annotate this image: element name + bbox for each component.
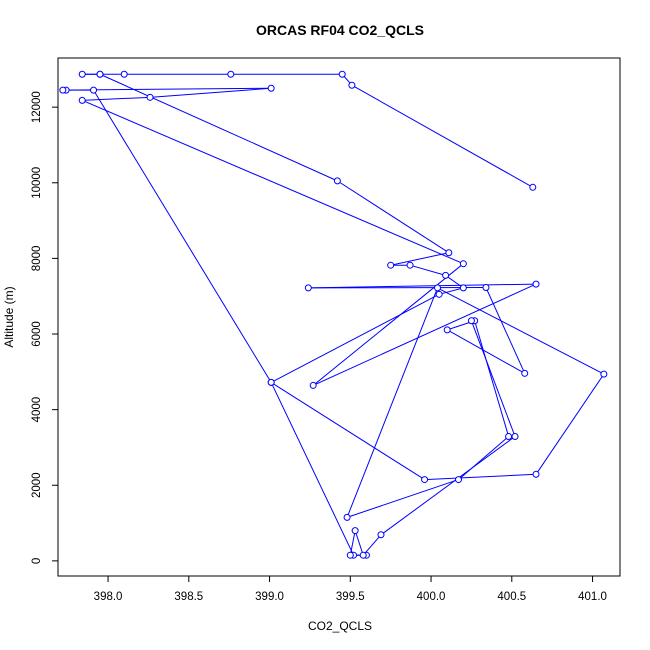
x-tick-label: 399.5	[336, 591, 365, 603]
data-point	[333, 177, 341, 185]
data-point	[227, 70, 235, 78]
data-point	[304, 284, 312, 292]
series-points	[59, 70, 608, 559]
data-point	[387, 261, 395, 269]
data-point	[467, 317, 475, 325]
series-segment	[346, 479, 459, 518]
series-segment	[150, 87, 272, 98]
series-segment	[270, 382, 354, 556]
x-tick-label: 398.0	[94, 591, 123, 603]
data-point	[348, 81, 356, 89]
x-tick-label: 398.5	[174, 591, 203, 603]
data-point	[90, 86, 98, 94]
y-axis-label: Altitude (m)	[2, 286, 16, 347]
data-point	[359, 551, 367, 559]
data-point	[377, 531, 385, 539]
y-tick-label: 12000	[31, 91, 43, 123]
data-point	[459, 260, 467, 268]
data-point	[434, 284, 442, 292]
x-tick-label: 400.5	[497, 591, 526, 603]
x-tick-label: 399.0	[255, 591, 284, 603]
data-point	[521, 369, 529, 377]
data-point	[459, 284, 467, 292]
data-point	[505, 432, 513, 440]
series-segment	[437, 287, 605, 375]
data-point	[532, 280, 540, 288]
x-tick-label: 400.0	[417, 591, 446, 603]
y-tick-label: 8000	[31, 246, 43, 272]
data-point	[445, 249, 453, 257]
series-segment	[424, 473, 537, 481]
data-point	[78, 96, 86, 104]
series-segment	[349, 530, 356, 556]
data-point	[421, 476, 429, 484]
data-point	[455, 476, 463, 484]
series-segment	[409, 264, 446, 276]
data-point	[338, 70, 346, 78]
series-segment	[351, 84, 534, 188]
data-point	[482, 284, 490, 292]
data-point	[351, 527, 359, 535]
series-segment	[390, 252, 449, 266]
series-segment	[535, 373, 605, 475]
y-tick-label: 10000	[31, 167, 43, 199]
chart-title: ORCAS RF04 CO2_QCLS	[256, 22, 424, 38]
data-point	[267, 84, 275, 92]
data-point	[146, 93, 154, 101]
series-segment	[270, 381, 425, 481]
series-segment	[446, 329, 525, 374]
series-segment	[354, 530, 364, 556]
data-point	[529, 183, 537, 191]
data-point	[96, 70, 104, 78]
series-segment	[474, 320, 510, 437]
series-segment	[438, 287, 464, 295]
y-tick-label: 4000	[31, 397, 43, 423]
y-tick-label: 6000	[31, 321, 43, 347]
data-point	[346, 551, 354, 559]
series-segment	[62, 87, 272, 91]
data-point	[120, 70, 128, 78]
data-point	[406, 261, 414, 269]
series-segment	[346, 287, 438, 518]
series-segment	[82, 96, 151, 101]
data-point	[343, 513, 351, 521]
series-segment	[82, 99, 464, 265]
series-segment	[308, 283, 537, 289]
series-segment	[380, 436, 516, 536]
data-point	[59, 86, 67, 94]
series-lines	[62, 73, 605, 556]
series-segment	[485, 287, 526, 374]
x-tick-label: 401.0	[578, 591, 607, 603]
data-point	[309, 381, 317, 389]
data-point	[78, 70, 86, 78]
y-tick-label: 0	[31, 558, 43, 564]
series-segment	[470, 320, 516, 437]
data-point	[267, 378, 275, 386]
series-segment	[312, 263, 464, 386]
x-axis-label: CO2_QCLS	[308, 619, 372, 633]
series-segment	[312, 283, 537, 386]
series-segment	[99, 73, 338, 182]
data-point	[511, 432, 519, 440]
series-segment	[337, 180, 450, 254]
data-point	[442, 271, 450, 279]
y-tick-label: 2000	[31, 472, 43, 498]
x-axis: 398.0 398.5 399.0 399.5 400.0 400.5 401.0	[94, 575, 607, 603]
series-segment	[93, 89, 272, 383]
series-segment	[270, 293, 440, 383]
data-point	[443, 326, 451, 334]
data-point	[600, 370, 608, 378]
data-point	[532, 470, 540, 478]
data-point	[435, 290, 443, 298]
y-axis: 0 2000 4000 6000 8000 10000 12000	[31, 91, 59, 564]
